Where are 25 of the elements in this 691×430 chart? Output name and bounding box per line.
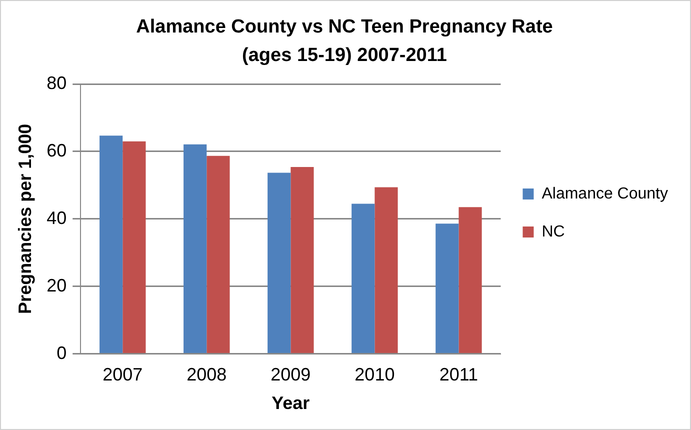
y-tick-label: 20 bbox=[46, 275, 67, 296]
x-tick-label: 2007 bbox=[102, 364, 143, 385]
chart-title: Alamance County vs NC Teen Pregnancy Rate (ages 15-19) 2007-2011 bbox=[136, 16, 553, 66]
bar bbox=[352, 204, 375, 354]
legend-label: Alamance County bbox=[542, 185, 668, 202]
y-tick-label: 40 bbox=[46, 208, 67, 228]
legend-label: NC bbox=[542, 223, 565, 240]
y-tick-label: 80 bbox=[46, 72, 67, 93]
x-axis-title: Year bbox=[272, 393, 310, 414]
bar bbox=[268, 172, 291, 354]
x-tick-label: 2010 bbox=[354, 364, 395, 385]
bar bbox=[290, 166, 314, 354]
y-tick-label: 60 bbox=[46, 140, 67, 160]
x-tick-label: 2008 bbox=[186, 364, 227, 385]
bar bbox=[458, 207, 482, 354]
bar bbox=[206, 156, 230, 354]
x-tick-label: 2009 bbox=[270, 364, 311, 385]
y-tick-label: 0 bbox=[56, 342, 67, 363]
bar bbox=[374, 187, 398, 354]
x-tick-label: 2011 bbox=[439, 364, 478, 385]
bar bbox=[436, 224, 459, 354]
bar bbox=[122, 141, 146, 354]
bar bbox=[184, 144, 207, 354]
y-axis-title: Pregnancies per 1,000 bbox=[14, 124, 35, 314]
bar bbox=[100, 136, 123, 354]
